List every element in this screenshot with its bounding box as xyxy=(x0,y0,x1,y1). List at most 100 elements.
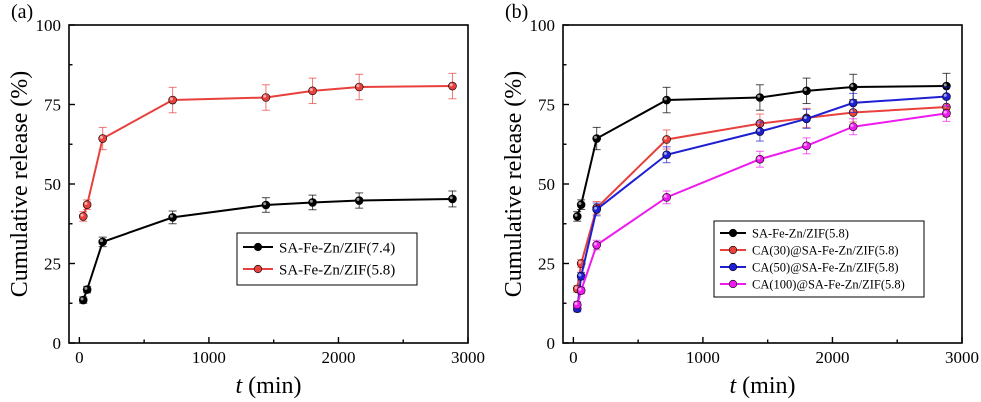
series-1 xyxy=(78,72,457,222)
y-tick-label: 100 xyxy=(36,16,62,35)
data-point xyxy=(572,300,582,310)
x-tick-label: 0 xyxy=(569,348,578,367)
legend-marker xyxy=(728,279,738,289)
data-point-highlight xyxy=(593,135,597,139)
data-point xyxy=(78,212,88,221)
data-point-highlight xyxy=(574,213,578,217)
data-point xyxy=(448,194,457,204)
legend: SA-Fe-Zn/ZIF(7.4) SA-Fe-Zn/ZIF(5.8) xyxy=(236,232,418,286)
legend-marker xyxy=(253,264,263,274)
data-point xyxy=(576,286,586,295)
legend-label: SA-Fe-Zn/ZIF(7.4) xyxy=(279,240,395,256)
x-axis-title: t (min) xyxy=(236,373,302,399)
legend-label: SA-Fe-Zn/ZIF(5.8) xyxy=(279,262,395,278)
data-point xyxy=(755,127,765,136)
data-point xyxy=(98,134,107,143)
data-point-highlight xyxy=(99,239,103,243)
data-point-highlight xyxy=(943,93,947,97)
data-point xyxy=(755,93,765,102)
data-point-highlight xyxy=(663,97,667,101)
data-point-highlight xyxy=(578,287,582,291)
x-axis-title-italic: t xyxy=(730,373,738,399)
series-line xyxy=(576,85,947,217)
x-axis-title-rest: (min) xyxy=(736,373,795,399)
series-0 xyxy=(78,190,457,305)
data-point-highlight xyxy=(663,194,667,198)
data-point xyxy=(802,141,811,151)
data-point xyxy=(662,95,671,105)
data-point xyxy=(592,134,601,143)
data-point xyxy=(261,200,271,210)
y-tick-label: 0 xyxy=(53,334,62,353)
series-line xyxy=(82,197,453,301)
data-point xyxy=(354,196,364,205)
data-point-highlight xyxy=(84,286,88,290)
data-point-highlight xyxy=(663,152,667,156)
legend-label: SA-Fe-Zn/ZIF(5.8) xyxy=(752,226,849,240)
data-point xyxy=(662,193,671,202)
data-point-highlight xyxy=(169,214,173,218)
data-point-highlight xyxy=(99,135,103,139)
data-point xyxy=(662,135,671,144)
x-axis-title: t (min) xyxy=(730,373,796,399)
legend-marker xyxy=(728,245,738,255)
y-tick-label: 75 xyxy=(44,96,61,115)
x-tick-label: 2000 xyxy=(815,348,849,367)
data-point-highlight xyxy=(356,197,360,201)
data-point-highlight xyxy=(757,94,761,98)
data-point-highlight xyxy=(803,116,807,120)
data-point xyxy=(576,271,586,281)
y-tick-label: 0 xyxy=(547,334,556,353)
data-point xyxy=(848,122,858,132)
data-point xyxy=(308,86,317,96)
data-point-highlight xyxy=(80,213,84,217)
data-point-highlight xyxy=(263,94,267,98)
x-tick-label: 2000 xyxy=(321,348,355,367)
data-point-highlight xyxy=(449,196,453,200)
series-line xyxy=(576,112,947,306)
data-point-highlight xyxy=(850,84,854,88)
plot-frame xyxy=(68,24,469,344)
series-line xyxy=(576,106,947,290)
series-3 xyxy=(572,104,951,310)
data-point xyxy=(576,200,586,209)
data-point-highlight xyxy=(84,201,88,205)
x-tick-label: 0 xyxy=(75,348,84,367)
data-point-highlight xyxy=(593,206,597,210)
data-point xyxy=(592,240,601,250)
chart-panel-0: 0 1000 2000 3000 0 25 50 75 100 t (min) Cumulative… xyxy=(7,1,485,399)
legend-box xyxy=(236,232,418,286)
data-point-highlight xyxy=(593,242,597,246)
x-tick-label: 1000 xyxy=(192,348,226,367)
data-point-highlight xyxy=(309,88,313,92)
x-axis-title-rest: (min) xyxy=(242,373,301,399)
y-tick-label: 25 xyxy=(44,255,61,274)
data-point-highlight xyxy=(169,97,173,101)
series-line xyxy=(82,85,453,217)
data-point-highlight xyxy=(578,260,582,264)
y-tick-label: 75 xyxy=(538,96,555,115)
series-0 xyxy=(572,72,951,222)
series-line xyxy=(576,95,947,309)
data-point xyxy=(82,200,92,209)
data-point-highlight xyxy=(80,297,84,301)
data-point xyxy=(802,114,811,124)
data-point-highlight xyxy=(356,84,360,88)
legend-label: CA(30)@SA-Fe-Zn/ZIF(5.8) xyxy=(752,243,899,257)
data-point xyxy=(802,86,811,96)
data-point-highlight xyxy=(263,202,267,206)
panel-label: (b) xyxy=(505,1,528,23)
legend-marker xyxy=(728,228,738,238)
legend-marker xyxy=(253,242,263,252)
data-point-highlight xyxy=(943,110,947,114)
data-point xyxy=(354,82,364,92)
y-tick-label: 25 xyxy=(538,255,555,274)
data-point xyxy=(98,237,107,247)
x-tick-label: 3000 xyxy=(451,348,485,367)
data-point-highlight xyxy=(757,128,761,132)
y-tick-label: 100 xyxy=(530,16,556,35)
data-point xyxy=(168,213,177,222)
data-point-highlight xyxy=(574,302,578,306)
x-tick-label: 1000 xyxy=(686,348,720,367)
